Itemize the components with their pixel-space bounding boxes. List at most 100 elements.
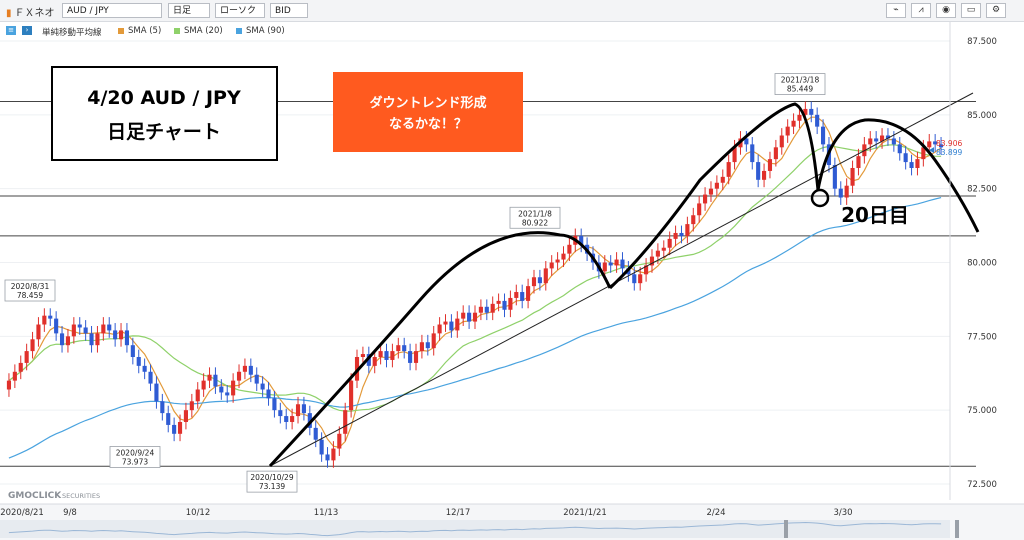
candle-body	[54, 318, 59, 334]
legend-sma90[interactable]: SMA (90)	[236, 26, 285, 36]
wave-curve-1	[268, 231, 612, 468]
candle-body	[71, 324, 76, 337]
candle-body	[673, 232, 678, 239]
candle-body	[531, 277, 537, 287]
candle-body	[225, 392, 230, 396]
candle-body	[514, 292, 519, 298]
x-tick-label: 2020/8/21	[0, 508, 44, 518]
candle-body	[756, 162, 761, 180]
candle-body	[874, 138, 879, 142]
candle-body	[803, 108, 808, 115]
x-tick-label: 3/30	[833, 508, 852, 518]
candle-body	[549, 262, 554, 269]
candle-body	[107, 324, 112, 331]
candle-body	[113, 330, 118, 340]
candle-body	[679, 232, 684, 236]
annotation-value: 78.459	[17, 291, 43, 300]
candle-body	[295, 404, 301, 417]
candle-body	[231, 380, 236, 396]
sma5-line	[8, 116, 942, 449]
range-navigator	[0, 520, 950, 538]
candle-body	[838, 188, 843, 198]
chart-style-select[interactable]: ローソク	[215, 3, 265, 18]
candle-body	[254, 374, 259, 384]
candle-body	[697, 203, 702, 216]
candle-body	[750, 144, 755, 163]
print-icon[interactable]: ▭	[961, 3, 981, 18]
candle-body	[118, 330, 124, 340]
day-count-label: 20日目	[841, 203, 909, 227]
callout-bg	[333, 72, 523, 152]
candle-body	[732, 147, 737, 163]
legend-sma20[interactable]: SMA (20)	[174, 26, 223, 36]
candle-body	[18, 362, 23, 372]
candle-body	[661, 247, 666, 251]
candle-body	[579, 235, 584, 245]
candle-body	[431, 333, 436, 349]
candle-body	[260, 383, 265, 390]
candle-body	[685, 224, 690, 236]
indicator-icon[interactable]: ⩘	[911, 3, 931, 18]
draw-tool-icon[interactable]: ⌁	[886, 3, 906, 18]
candle-body	[773, 147, 778, 160]
candle-body	[319, 439, 324, 455]
candle-body	[496, 300, 501, 304]
indicator-settings-icon[interactable]: ≡	[6, 26, 16, 35]
candle-body	[921, 147, 926, 160]
candle-body	[620, 259, 625, 269]
candle-body	[378, 351, 383, 358]
price-type-select[interactable]: BID	[270, 3, 308, 18]
title-line-2: 日足チャート	[107, 121, 221, 143]
candle-body	[567, 244, 572, 254]
candle-body	[897, 144, 902, 154]
candle-body	[83, 327, 88, 334]
legend-sma5[interactable]: SMA (5)	[118, 26, 161, 36]
callout-line-1: ダウントレンド形成	[369, 95, 486, 111]
candle-body	[219, 386, 224, 393]
x-tick-label: 9/8	[63, 508, 77, 518]
candle-body	[490, 303, 495, 313]
candle-body	[307, 413, 312, 428]
candle-body	[455, 318, 460, 331]
candle-body	[172, 424, 177, 434]
symbol-select[interactable]: AUD / JPY	[62, 3, 162, 18]
legend-swatch-sma5	[118, 27, 124, 34]
candle-body	[148, 371, 153, 384]
expand-icon[interactable]: ›	[22, 26, 32, 35]
candle-body	[101, 324, 106, 334]
candle-body	[360, 354, 365, 358]
candle-body	[242, 365, 247, 372]
settings-icon[interactable]: ⚙	[986, 3, 1006, 18]
candle-body	[537, 277, 542, 284]
candle-body	[714, 182, 719, 189]
candle-body	[248, 365, 253, 375]
annotation-date: 2021/3/18	[781, 76, 820, 85]
candle-body	[508, 297, 513, 310]
camera-icon[interactable]: ◉	[936, 3, 956, 18]
candle-body	[555, 259, 560, 263]
timeframe-select[interactable]: 日足	[168, 3, 210, 18]
candle-body	[349, 380, 354, 411]
candle-body	[856, 156, 861, 168]
y-tick-label: 77.500	[967, 332, 997, 342]
x-tick-label: 2/24	[706, 508, 725, 518]
candle-body	[195, 389, 200, 402]
legend-swatch-sma90	[236, 27, 242, 34]
candle-body	[95, 333, 100, 346]
sma20-line	[8, 144, 942, 412]
indicator-name: 単純移動平均線	[42, 28, 102, 38]
navigator-handle-left	[784, 520, 788, 538]
candle-body	[667, 238, 672, 248]
candle-body	[89, 333, 94, 346]
callout-line-2: なるかな！？	[389, 117, 467, 132]
candle-body	[762, 170, 767, 180]
toolbar: ▮ ＦＸネオ AUD / JPY 日足 ローソク BID ⌁ ⩘ ◉ ▭ ⚙	[0, 0, 1024, 22]
candle-body	[938, 144, 944, 148]
day20-circle	[810, 188, 830, 208]
